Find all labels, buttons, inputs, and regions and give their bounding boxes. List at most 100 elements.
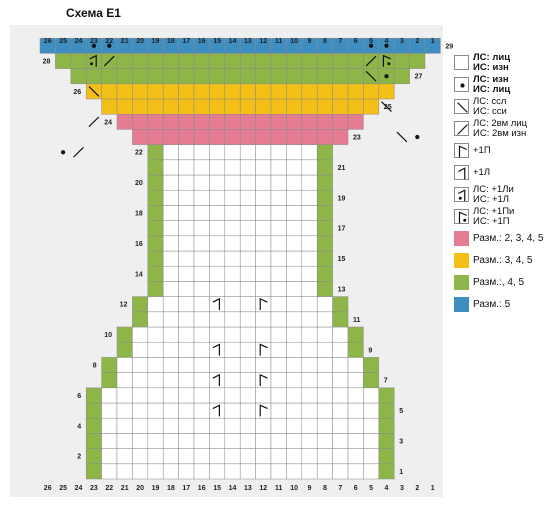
column-number-top: 9 bbox=[308, 38, 312, 45]
stitch-cell bbox=[178, 341, 195, 358]
stitch-cell bbox=[224, 53, 241, 69]
stitch-cell bbox=[116, 53, 133, 69]
stitch-cell bbox=[178, 250, 195, 267]
stitch-cell bbox=[147, 189, 164, 206]
row-number-right: 29 bbox=[445, 43, 453, 50]
legend-symbol-swatch bbox=[454, 99, 469, 114]
stitch-cell bbox=[193, 235, 210, 252]
stitch-cell bbox=[316, 174, 333, 191]
column-number-top: 19 bbox=[152, 38, 160, 45]
ssl-icon bbox=[457, 102, 468, 113]
stitch-symbol-dot bbox=[107, 43, 112, 48]
legend-label: ЛС: +1Ли ИС: +1Л bbox=[473, 185, 514, 205]
stitch-cell bbox=[224, 281, 241, 297]
stitch-cell bbox=[363, 387, 380, 404]
stitch-cell bbox=[147, 265, 164, 282]
stitch-cell bbox=[347, 98, 364, 115]
stitch-symbol-ssl bbox=[88, 86, 100, 97]
stitch-cell bbox=[162, 235, 179, 252]
stitch-cell bbox=[224, 357, 241, 373]
row-number-right: 5 bbox=[399, 408, 403, 415]
stitch-cell bbox=[332, 83, 349, 100]
stitch-cell bbox=[301, 311, 318, 328]
stitch-symbol-plus1l bbox=[212, 343, 221, 356]
stitch-cell bbox=[178, 387, 195, 404]
stitch-cell bbox=[301, 189, 318, 206]
dot-icon bbox=[460, 83, 465, 88]
stitch-cell bbox=[301, 98, 318, 115]
stitch-cell bbox=[270, 463, 287, 480]
stitch-cell bbox=[101, 357, 118, 373]
stitch-cell bbox=[162, 281, 179, 297]
legend-item: ЛС: +1Ли ИС: +1Л bbox=[451, 185, 552, 205]
stitch-cell bbox=[286, 341, 303, 358]
legend-label-line: Разм.: 3, 4, 5 bbox=[473, 255, 533, 266]
stitch-cell bbox=[286, 189, 303, 206]
stitch-cell bbox=[209, 113, 226, 130]
stitch-cell bbox=[286, 463, 303, 480]
stitch-cell bbox=[255, 113, 272, 130]
stitch-cell bbox=[286, 235, 303, 252]
stitch-cell bbox=[132, 463, 149, 480]
stitch-cell bbox=[286, 433, 303, 449]
stitch-cell bbox=[116, 387, 133, 404]
stitch-cell bbox=[316, 220, 333, 237]
stitch-cell bbox=[162, 402, 179, 419]
legend-color-swatch bbox=[454, 297, 469, 312]
stitch-cell bbox=[147, 235, 164, 252]
stitch-cell bbox=[409, 53, 426, 69]
row-and-column-numbers: 2626252524242323222221212020191918181717… bbox=[43, 38, 454, 492]
stitch-cell bbox=[116, 68, 133, 85]
stitch-cell bbox=[255, 205, 272, 221]
stitch-cell bbox=[286, 220, 303, 237]
stitch-cell bbox=[332, 357, 349, 373]
stitch-cell bbox=[162, 341, 179, 358]
stitch-cell bbox=[162, 311, 179, 328]
column-number-top: 10 bbox=[290, 38, 298, 45]
stitch-cell bbox=[270, 250, 287, 267]
stitch-cell bbox=[193, 144, 210, 161]
stitch-cell bbox=[224, 205, 241, 221]
stitch-cell bbox=[316, 265, 333, 282]
row-number-left: 18 bbox=[135, 211, 143, 218]
row-number-right: 19 bbox=[338, 195, 346, 202]
stitch-cell bbox=[270, 53, 287, 69]
stitch-cell bbox=[147, 448, 164, 465]
stitch-cell bbox=[270, 144, 287, 161]
column-number-top: 15 bbox=[213, 38, 221, 45]
stitch-cell bbox=[255, 144, 272, 161]
legend-item: Разм.: 2, 3, 4, 5 bbox=[451, 229, 552, 249]
stitch-cell bbox=[147, 129, 164, 145]
stitch-cell bbox=[286, 357, 303, 373]
stitch-cell bbox=[255, 341, 272, 358]
stitch-cell bbox=[132, 53, 149, 69]
stitch-cell bbox=[85, 448, 102, 465]
legend-symbol-swatch bbox=[454, 77, 469, 92]
stitch-cell bbox=[270, 189, 287, 206]
stitch-cell bbox=[193, 159, 210, 176]
column-number-bottom: 22 bbox=[105, 485, 113, 492]
column-number-top: 3 bbox=[400, 38, 404, 45]
stitch-cell bbox=[193, 417, 210, 434]
stitch-cell bbox=[209, 220, 226, 237]
column-number-bottom: 21 bbox=[121, 485, 129, 492]
column-number-top: 17 bbox=[182, 38, 190, 45]
legend-item: Разм.: 3, 4, 5 bbox=[451, 251, 552, 271]
stitch-cell bbox=[147, 357, 164, 373]
stitch-cell bbox=[178, 220, 195, 237]
stitch-cell bbox=[178, 372, 195, 389]
stitch-symbol-2vm bbox=[104, 55, 115, 67]
stitch-cell bbox=[301, 326, 318, 343]
stitch-cell bbox=[162, 265, 179, 282]
stitch-cell bbox=[378, 83, 395, 100]
legend-symbol-swatch bbox=[454, 209, 469, 224]
stitch-cell bbox=[116, 372, 133, 389]
stitch-cell bbox=[316, 433, 333, 449]
stitch-cell bbox=[209, 417, 226, 434]
stitch-cell bbox=[239, 205, 256, 221]
stitch-cell bbox=[209, 326, 226, 343]
stitch-cell bbox=[316, 311, 333, 328]
row-number-right: 3 bbox=[399, 439, 403, 446]
row-number-left: 10 bbox=[104, 332, 112, 339]
stitch-cell bbox=[209, 265, 226, 282]
